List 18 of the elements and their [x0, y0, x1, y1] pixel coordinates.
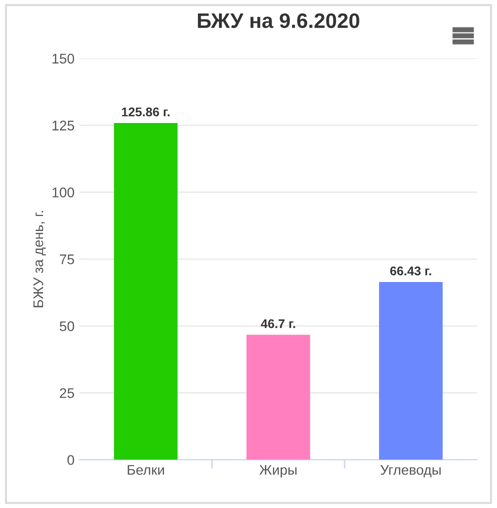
y-axis-title: БЖУ за день, г. [33, 211, 46, 308]
data-label: 46.7 г. [260, 319, 296, 328]
y-tick-label: 125 [52, 120, 74, 130]
x-tick-label: Жиры [259, 465, 296, 478]
y-tick-label: 75 [60, 254, 74, 264]
x-tick-label: Белки [128, 465, 164, 475]
y-tick-label: 100 [52, 188, 74, 198]
y-tick-label: 150 [52, 54, 74, 64]
y-tick-label: 25 [60, 388, 74, 398]
y-tick-label: 0 [67, 455, 74, 465]
bar [246, 334, 310, 460]
x-tick-label: Углеводы [380, 465, 441, 478]
data-label: 66.43 г. [390, 266, 432, 276]
bar [379, 282, 443, 460]
data-label: 125.86 г. [122, 108, 170, 116]
y-tick-label: 50 [60, 321, 74, 332]
chart-title: БЖУ на 9.6.2020 [198, 13, 360, 28]
bar [114, 123, 178, 460]
